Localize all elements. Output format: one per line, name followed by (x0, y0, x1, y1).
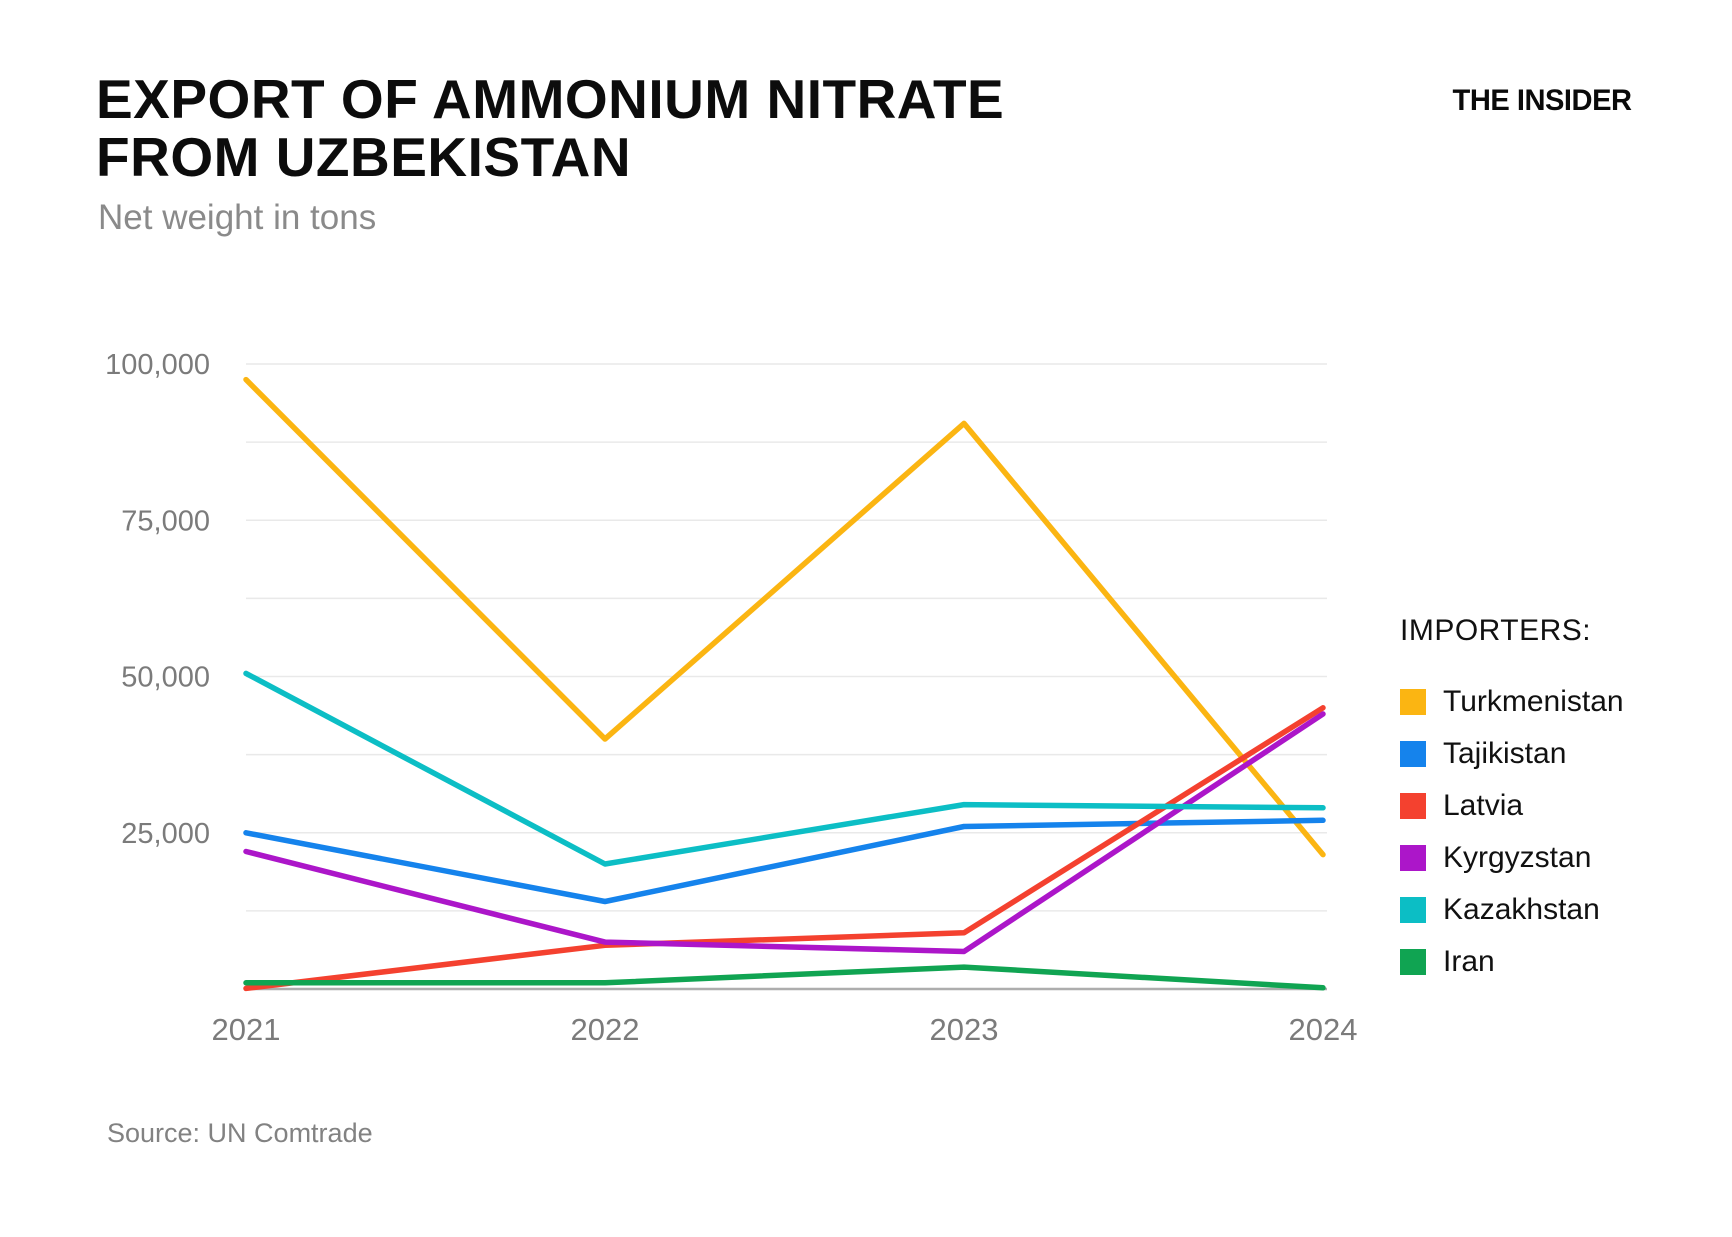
legend-swatch-tajikistan (1400, 741, 1426, 767)
legend-label: Tajikistan (1443, 737, 1567, 770)
legend-swatch-latvia (1400, 793, 1426, 819)
y-axis-tick-label: 25,000 (121, 818, 210, 850)
legend-label: Latvia (1443, 789, 1524, 822)
chart-title-line-1: EXPORT OF AMMONIUM NITRATE (96, 68, 1005, 130)
series-line-kazakhstan (243, 670, 1326, 867)
legend-label: Kyrgyzstan (1443, 841, 1592, 874)
legend-item-iran: Iran (1400, 936, 1720, 988)
legend-label: Kazakhstan (1443, 893, 1600, 926)
y-axis-tick-label: 50,000 (121, 662, 210, 694)
brand-logo: THE INSIDER (1453, 84, 1632, 117)
x-axis-tick-label: 2021 (212, 1012, 281, 1047)
legend-swatch-kazakhstan (1400, 897, 1426, 923)
y-axis-tick-label: 75,000 (121, 505, 210, 537)
legend-item-latvia: Latvia (1400, 780, 1720, 832)
legend-item-turkmenistan: Turkmenistan (1400, 676, 1720, 728)
source-note: Source: UN Comtrade (107, 1118, 373, 1148)
chart-title: EXPORT OF AMMONIUM NITRATE FROM UZBEKISTA… (96, 70, 1004, 187)
legend-items: Turkmenistan Tajikistan Latvia Kyrgyzstan Ka… (1400, 676, 1720, 988)
legend-label: Turkmenistan (1443, 685, 1624, 718)
x-axis-tick-label: 2022 (571, 1012, 640, 1047)
x-axis-tick-label: 2023 (930, 1012, 999, 1047)
series-line-latvia (243, 705, 1326, 992)
series-line-kyrgyzstan (243, 711, 1326, 955)
chart-subtitle: Net weight in tons (98, 198, 377, 237)
legend-title: IMPORTERS: (1400, 614, 1592, 647)
y-axis-tick-label: 100,000 (105, 349, 210, 381)
x-axis-tick-label: 2024 (1289, 1012, 1358, 1047)
legend-swatch-turkmenistan (1400, 689, 1426, 715)
legend-item-tajikistan: Tajikistan (1400, 728, 1720, 780)
legend: IMPORTERS: Turkmenistan Tajikistan Latvia K… (1400, 614, 1720, 988)
legend-swatch-iran (1400, 949, 1426, 975)
legend-item-kyrgyzstan: Kyrgyzstan (1400, 832, 1720, 884)
legend-item-kazakhstan: Kazakhstan (1400, 884, 1720, 936)
legend-label: Iran (1443, 945, 1495, 978)
series-line-iran (243, 964, 1326, 991)
legend-swatch-kyrgyzstan (1400, 845, 1426, 871)
series-line-turkmenistan (243, 376, 1326, 858)
chart-title-line-2: FROM UZBEKISTAN (96, 126, 632, 189)
